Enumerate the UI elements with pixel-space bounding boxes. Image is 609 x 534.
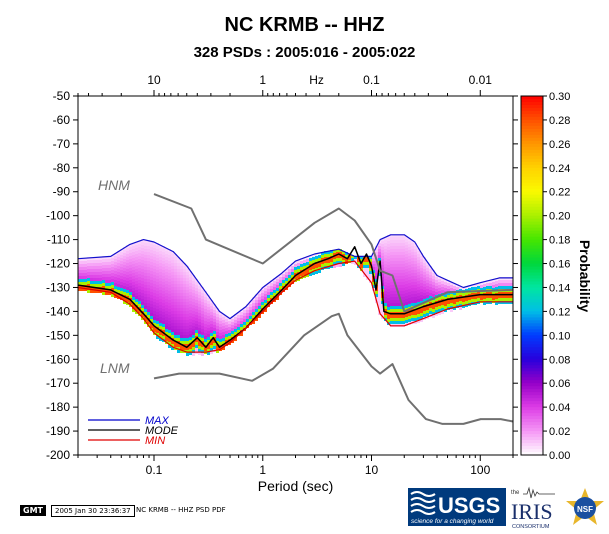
usgs-logo: USGS science for a changing world xyxy=(408,488,506,526)
y-tick-label: -170 xyxy=(46,376,70,390)
svg-text:USGS: USGS xyxy=(438,493,500,518)
colorbar-tick-label: 0.04 xyxy=(549,402,570,414)
y-tick-label: -150 xyxy=(46,328,70,342)
colorbar-tick-label: 0.18 xyxy=(549,235,570,247)
nsf-logo: NSF xyxy=(566,488,604,525)
colorbar-tick-label: 0.10 xyxy=(549,330,570,342)
top-tick-label: 0.01 xyxy=(469,73,493,87)
y-tick-label: -50 xyxy=(53,89,71,103)
colorbar: 0.30 0.28 0.26 0.24 0.22 0.20 0.18 0.16 0.14 0.12… xyxy=(520,91,593,462)
y-tick-label: -100 xyxy=(46,209,70,223)
lnm-label: LNM xyxy=(100,360,130,376)
top-tick-label: 0.1 xyxy=(363,73,380,87)
x-tick-label: 10 xyxy=(365,463,379,477)
svg-text:IRIS: IRIS xyxy=(511,499,553,524)
hnm-label: HNM xyxy=(98,177,130,193)
chart-title: NC KRMB -- HHZ xyxy=(224,14,385,36)
colorbar-tick-label: 0.26 xyxy=(549,139,570,151)
colorbar-tick-label: 0.12 xyxy=(549,306,570,318)
series-hnm-line xyxy=(153,193,514,313)
colorbar-tick-label: 0.30 xyxy=(549,91,570,103)
colorbar-tick-label: 0.28 xyxy=(549,115,570,127)
svg-text:NSF: NSF xyxy=(577,505,593,514)
series-min-line xyxy=(77,260,513,353)
y-tick-label: -120 xyxy=(46,257,70,271)
x-tick-label: 0.1 xyxy=(146,463,163,477)
heatmap-layer xyxy=(78,96,513,455)
top-axis-label: Hz xyxy=(309,73,324,87)
colorbar-tick-label: 0.16 xyxy=(549,259,570,271)
colorbar-tick-label: 0.22 xyxy=(549,187,570,199)
colorbar-label: Probability xyxy=(577,240,593,313)
colorbar-tick-label: 0.00 xyxy=(549,450,570,462)
y-tick-label: -160 xyxy=(46,352,70,366)
y-tick-label: -130 xyxy=(46,280,70,294)
colorbar-tick-label: 0.14 xyxy=(549,282,570,294)
footer-label: NC KRMB -- HHZ PSD PDF xyxy=(136,506,226,514)
top-tick-label: 1 xyxy=(259,73,266,87)
series-max-line xyxy=(77,234,513,320)
y-tick-label: -70 xyxy=(53,137,71,151)
gmt-badge: GMT xyxy=(20,505,46,516)
y-tick-label: -180 xyxy=(46,400,70,414)
y-tick-label: -190 xyxy=(46,424,70,438)
colorbar-tick-label: 0.06 xyxy=(549,378,570,390)
iris-logo: the IRIS CONSORTIUM xyxy=(511,486,555,530)
colorbar-tick-label: 0.20 xyxy=(549,211,570,223)
svg-text:the: the xyxy=(511,490,520,496)
y-tick-label: -60 xyxy=(53,113,71,127)
x-tick-label: 100 xyxy=(470,463,490,477)
colorbar-frame xyxy=(520,95,544,456)
y-tick-label: -80 xyxy=(53,161,71,175)
y-tick-label: -90 xyxy=(53,185,71,199)
y-tick-label: -200 xyxy=(46,448,70,462)
chart-subtitle: 328 PSDs : 2005:016 - 2005:022 xyxy=(193,44,416,61)
legend-label-min: MIN xyxy=(145,435,165,447)
legend-label-max: MAX xyxy=(145,415,170,427)
svg-text:science for a changing world: science for a changing world xyxy=(411,518,494,525)
colorbar-tick-label: 0.02 xyxy=(549,426,570,438)
series-mode-line xyxy=(77,246,513,349)
y-tick-label: -110 xyxy=(47,233,70,247)
x-tick-label: 1 xyxy=(259,463,266,477)
axes-layer: -50 -60 -70 -80 -90 -100 -110 -120 -130 -140 -150 -… xyxy=(46,73,518,494)
y-tick-label: -140 xyxy=(46,304,70,318)
colorbar-tick-label: 0.08 xyxy=(549,354,570,366)
legend-label-mode: MODE xyxy=(145,425,179,437)
series-lnm-line xyxy=(153,312,514,425)
colorbar-tick-label: 0.24 xyxy=(549,163,570,175)
footer-timestamp: 2005 Jan 30 23:36:37 xyxy=(51,505,135,517)
top-tick-label: 10 xyxy=(147,73,161,87)
x-axis-label: Period (sec) xyxy=(258,478,333,494)
svg-text:CONSORTIUM: CONSORTIUM xyxy=(512,524,550,530)
